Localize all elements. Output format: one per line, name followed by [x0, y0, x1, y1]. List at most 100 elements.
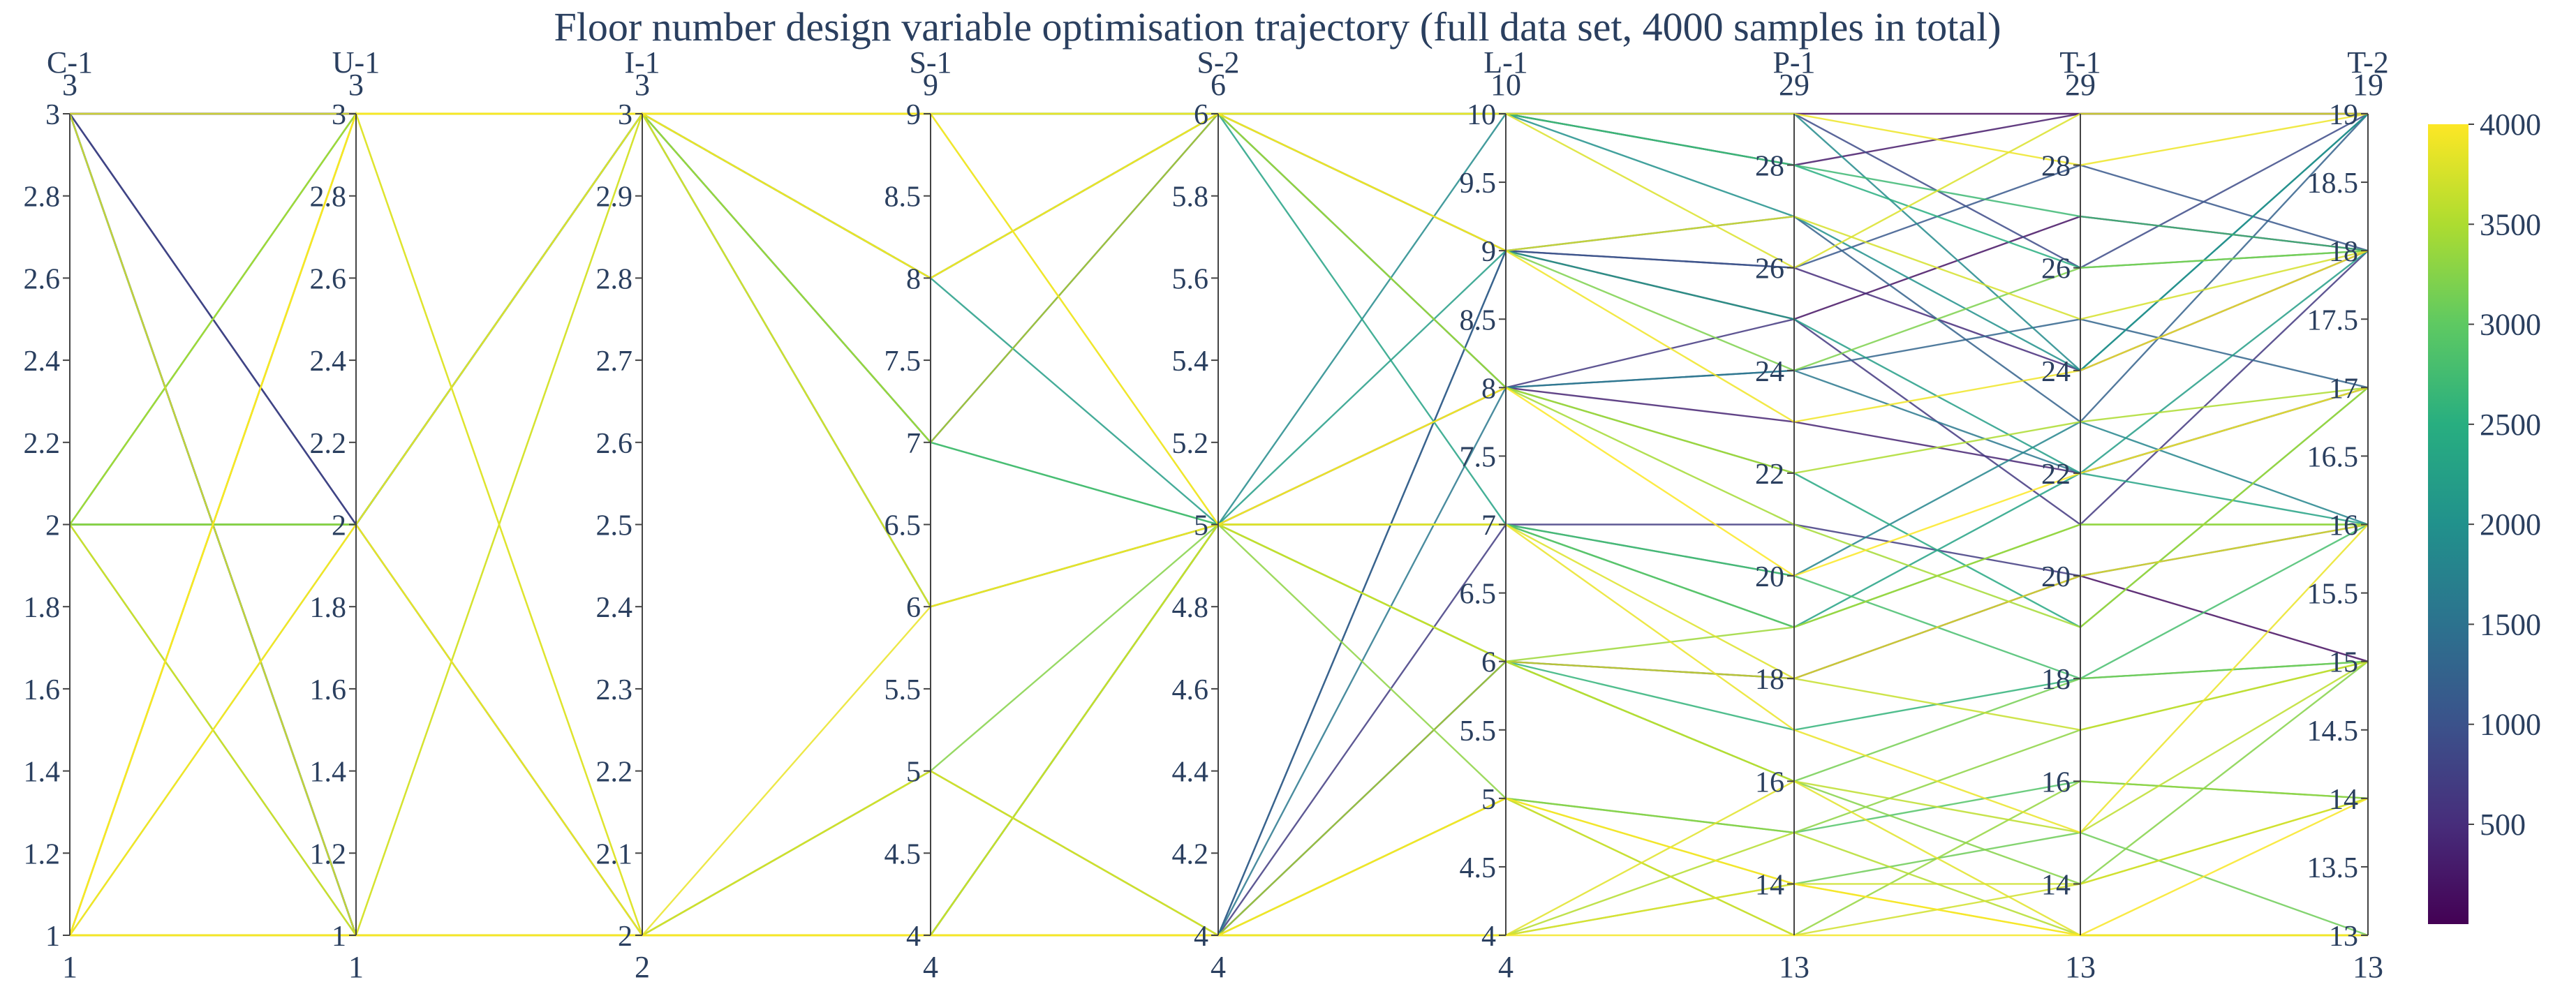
axis-tick-label: 1.8 — [24, 592, 61, 624]
axis-tick-label: 18 — [2041, 664, 2071, 696]
axis-tick-label: 14 — [2041, 869, 2071, 901]
axis-max-label: 3 — [348, 68, 364, 102]
colorbar-tick-label: 1500 — [2480, 607, 2541, 641]
axis-tick-label: 17 — [2329, 373, 2358, 405]
axis-tick-label: 5.4 — [1172, 345, 1209, 378]
axis-tick-label: 2.2 — [596, 757, 633, 789]
axis-tick-label: 8 — [906, 263, 921, 295]
axis-tick-label: 26 — [2041, 253, 2071, 285]
axis-min-label: 4 — [923, 950, 938, 984]
axis-tick-label: 6.5 — [1460, 579, 1497, 611]
axis-name: U-1 — [332, 45, 380, 80]
axis-tick-label: 4.4 — [1172, 757, 1209, 789]
axis-tick-label: 5.8 — [1172, 181, 1209, 214]
axis-tick-label: 1 — [332, 921, 346, 953]
axis-min-label: 4 — [1211, 950, 1226, 984]
axis-tick-label: 6 — [1194, 99, 1208, 131]
axis-tick-label: 24 — [2041, 356, 2071, 388]
axis-tick-label: 9 — [906, 99, 921, 131]
axis-tick-label: 16.5 — [2307, 441, 2359, 473]
axis-tick-label: 2 — [45, 510, 60, 542]
axis-name: S-1 — [909, 45, 952, 80]
axis-tick-label: 28 — [1755, 151, 1784, 183]
axis-tick-label: 20 — [1755, 561, 1784, 593]
axis-min-label: 1 — [348, 950, 364, 984]
colorbar-tick-label: 2000 — [2480, 507, 2541, 542]
axis-tick-label: 5.5 — [1460, 715, 1497, 748]
axis-tick-label: 1.6 — [24, 674, 61, 706]
axis-tick-label: 14.5 — [2307, 715, 2359, 748]
axis-min-label: 4 — [1498, 950, 1513, 984]
axis-tick-label: 2.8 — [24, 181, 61, 214]
axis-tick-label: 2.6 — [596, 428, 633, 460]
axis-tick-label: 4 — [906, 921, 921, 953]
axis-tick-label: 2.2 — [310, 428, 347, 460]
colorbar-tick-label: 500 — [2480, 808, 2526, 842]
axis-tick-label: 2.1 — [596, 838, 633, 870]
axis-tick-label: 2.2 — [24, 428, 61, 460]
axis-tick-label: 1.4 — [310, 757, 347, 789]
axis-tick-label: 13 — [2329, 921, 2358, 953]
axis-tick-label: 4.8 — [1172, 592, 1209, 624]
axis-min-label: 1 — [62, 950, 77, 984]
axis-tick-label: 6 — [1481, 647, 1496, 679]
chart-title: Floor number design variable optimisatio… — [554, 4, 2001, 50]
colorbar-tick-label: 1000 — [2480, 708, 2541, 742]
axis-max-label: 19 — [2353, 68, 2383, 102]
axis-tick-label: 9.5 — [1460, 168, 1497, 200]
axis-tick-label: 18.5 — [2307, 168, 2359, 200]
axis-name: T-2 — [2347, 45, 2389, 80]
axis-tick-label: 2.4 — [596, 592, 633, 624]
axis-tick-label: 5.5 — [884, 674, 921, 706]
axis-tick-label: 2.7 — [596, 345, 633, 378]
axis-name: L-1 — [1483, 45, 1528, 80]
colorbar-tick-label: 3000 — [2480, 308, 2541, 342]
axis-tick-label: 10 — [1467, 99, 1496, 131]
axis-name: P-1 — [1772, 45, 1815, 80]
axis-max-label: 29 — [2065, 68, 2096, 102]
colorbar-gradient — [2428, 124, 2468, 924]
axis-tick-label: 4.5 — [884, 838, 921, 870]
axis-tick-label: 18 — [1755, 664, 1784, 696]
axis-tick-label: 2.9 — [596, 181, 633, 214]
colorbar: 500 1000 1500 2000 2500 3000 3500 4000 — [2428, 107, 2541, 924]
colorbar-tick-label: 3500 — [2480, 207, 2541, 241]
axis-tick-label: 7.5 — [1460, 441, 1497, 473]
axis-tick-label: 4.5 — [1460, 852, 1497, 884]
axis-min-label: 2 — [635, 950, 650, 984]
axis-tick-label: 7 — [1481, 510, 1496, 542]
axis-max-label: 6 — [1211, 68, 1226, 102]
axis-tick-label: 2.4 — [24, 345, 61, 378]
axis-tick-label: 2 — [332, 510, 346, 542]
axis-tick-label: 3 — [332, 99, 346, 131]
axis-max-label: 3 — [635, 68, 650, 102]
axis-min-label: 13 — [2065, 950, 2096, 984]
axis-name: S-2 — [1197, 45, 1239, 80]
axis-tick-label: 7 — [906, 428, 921, 460]
axis-tick-label: 1.2 — [24, 838, 61, 870]
axis-tick-label: 9 — [1481, 236, 1496, 268]
axis-tick-label: 3 — [618, 99, 632, 131]
axis-tick-label: 24 — [1755, 356, 1784, 388]
axis-tick-label: 16 — [2329, 510, 2358, 542]
colorbar-ticks: 500 1000 1500 2000 2500 3000 3500 4000 — [2468, 107, 2541, 842]
axis-tick-label: 2.4 — [310, 345, 347, 378]
axis-tick-label: 1.2 — [310, 838, 347, 870]
axis-name: I-1 — [624, 45, 660, 80]
axis-tick-label: 3 — [45, 99, 60, 131]
axis-tick-label: 4 — [1481, 921, 1496, 953]
axis-tick-label: 19 — [2329, 99, 2358, 131]
axis-tick-label: 14 — [2329, 784, 2358, 816]
axis-tick-label: 8.5 — [884, 181, 921, 214]
axis-tick-label: 2.3 — [596, 674, 633, 706]
axis-tick-label: 15 — [2329, 647, 2358, 679]
axis-tick-label: 20 — [2041, 561, 2071, 593]
axis-tick-label: 1 — [45, 921, 60, 953]
axis-tick-label: 18 — [2329, 236, 2358, 268]
colorbar-tick-label: 2500 — [2480, 408, 2541, 442]
